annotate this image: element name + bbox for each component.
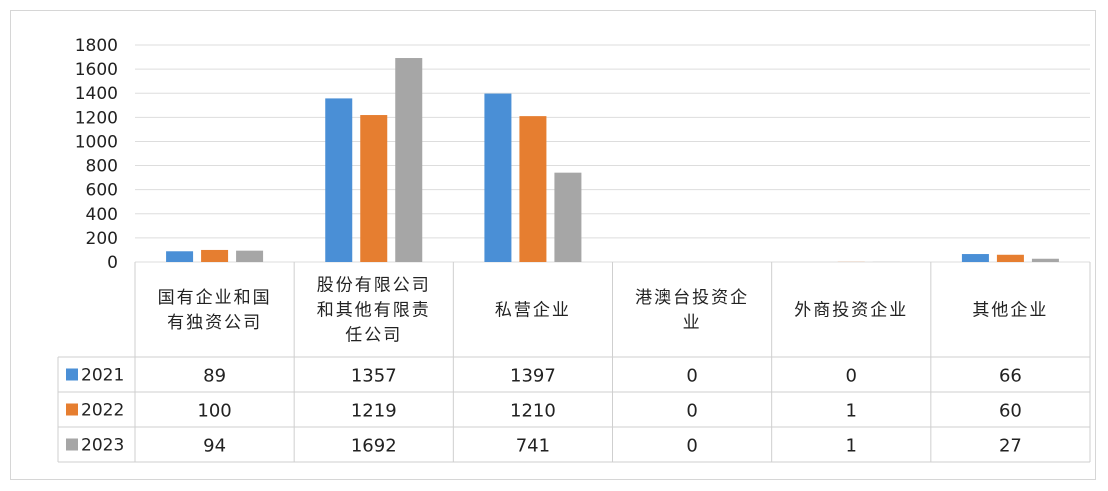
data-label: 1210 bbox=[510, 401, 556, 422]
bar-2022-0 bbox=[201, 249, 229, 262]
data-label: 1692 bbox=[351, 436, 397, 457]
legend-swatch-2022 bbox=[66, 403, 78, 416]
y-tick-label: 400 bbox=[86, 205, 118, 225]
category-label: 其他企业 bbox=[972, 301, 1048, 321]
data-label: 0 bbox=[846, 366, 857, 387]
legend-swatch-2021 bbox=[66, 368, 78, 381]
data-label: 741 bbox=[516, 436, 550, 457]
legend-label: 2021 bbox=[81, 366, 124, 386]
y-tick-label: 1800 bbox=[75, 36, 118, 56]
y-tick-label: 200 bbox=[86, 229, 118, 249]
legend-label: 2023 bbox=[81, 436, 124, 456]
category-label: 股份有限公司 bbox=[317, 276, 431, 296]
legend-label: 2022 bbox=[81, 401, 124, 421]
bar-2022-5 bbox=[996, 254, 1024, 262]
y-tick-label: 800 bbox=[86, 157, 118, 177]
category-label: 业 bbox=[683, 313, 702, 333]
chart-frame bbox=[10, 10, 1096, 480]
y-tick-label: 1200 bbox=[75, 108, 118, 128]
data-label: 1357 bbox=[351, 366, 397, 387]
category-label: 有独资公司 bbox=[167, 313, 262, 333]
category-label: 外商投资企业 bbox=[794, 301, 908, 321]
bar-2021-5 bbox=[961, 254, 989, 262]
data-label: 66 bbox=[999, 366, 1022, 387]
bar-2023-5 bbox=[1031, 258, 1059, 262]
data-label: 0 bbox=[686, 401, 697, 422]
category-label: 国有企业和国 bbox=[158, 288, 272, 308]
data-label: 0 bbox=[686, 366, 697, 387]
data-label: 0 bbox=[686, 436, 697, 457]
bar-2023-1 bbox=[395, 58, 423, 262]
bar-2021-0 bbox=[166, 251, 194, 262]
data-label: 100 bbox=[197, 401, 231, 422]
data-label: 89 bbox=[203, 366, 226, 387]
bar-2023-2 bbox=[554, 172, 582, 262]
bar-2021-2 bbox=[484, 93, 512, 262]
data-label: 1219 bbox=[351, 401, 397, 422]
y-tick-label: 1000 bbox=[75, 132, 118, 152]
bar-2023-0 bbox=[236, 250, 264, 262]
legend-swatch-2023 bbox=[66, 438, 78, 451]
bar-2022-2 bbox=[519, 116, 547, 262]
category-label: 任公司 bbox=[345, 326, 402, 346]
category-label: 私营企业 bbox=[495, 301, 571, 321]
category-label: 和其他有限责 bbox=[317, 301, 431, 321]
category-label: 港澳台投资企 bbox=[635, 288, 749, 308]
bar-2022-1 bbox=[360, 115, 388, 262]
y-tick-label: 1600 bbox=[75, 60, 118, 80]
data-label: 1397 bbox=[510, 366, 556, 387]
data-label: 1 bbox=[846, 436, 857, 457]
bar-2021-1 bbox=[325, 98, 353, 262]
data-label: 60 bbox=[999, 401, 1022, 422]
data-label: 94 bbox=[203, 436, 226, 457]
y-tick-label: 600 bbox=[86, 181, 118, 201]
data-label: 1 bbox=[846, 401, 857, 422]
data-label: 27 bbox=[999, 436, 1022, 457]
y-tick-label: 1400 bbox=[75, 84, 118, 104]
y-tick-label: 0 bbox=[107, 253, 118, 273]
